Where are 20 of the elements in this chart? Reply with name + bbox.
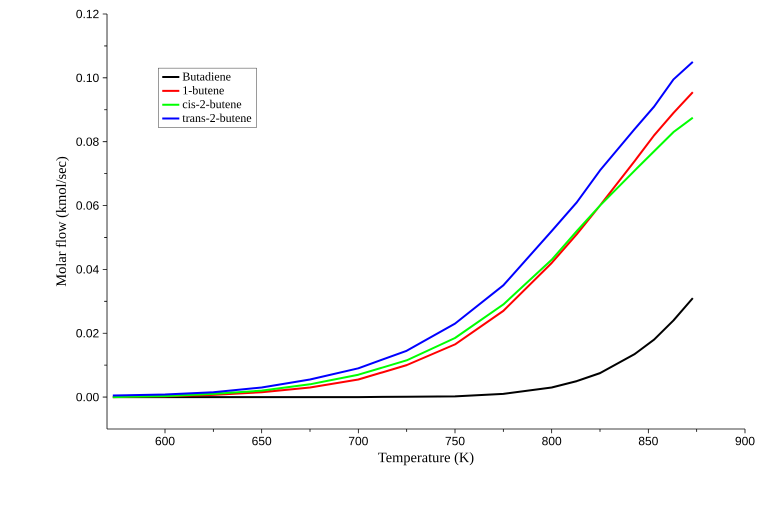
- y-tick-label: 0.08: [76, 137, 99, 146]
- y-tick-label: 0.02: [76, 328, 99, 338]
- x-tick-label: 650: [252, 436, 272, 446]
- legend-label: 1-butene: [183, 86, 224, 94]
- y-tick-label: 0.06: [76, 201, 99, 210]
- y-axis-title: Molar flow (kmol/sec): [56, 156, 69, 286]
- y-tick-label: 0.00: [76, 392, 99, 402]
- legend-label: cis-2-butene: [182, 100, 242, 108]
- y-tick-label: 0.10: [76, 74, 99, 82]
- x-axis-title: Temperature (K): [378, 452, 474, 466]
- legend-label: trans-2-butene: [182, 114, 252, 122]
- y-tick-label: 0.12: [76, 10, 99, 18]
- x-tick-label: 750: [446, 436, 465, 446]
- y-tick-label: 0.04: [76, 265, 99, 274]
- x-tick-label: 600: [156, 436, 175, 446]
- x-tick-label: 900: [736, 436, 755, 446]
- x-tick-label: 850: [638, 436, 658, 446]
- legend-label: Butadiene: [182, 72, 231, 81]
- x-tick-label: 700: [348, 436, 368, 446]
- x-tick-label: 800: [542, 436, 562, 446]
